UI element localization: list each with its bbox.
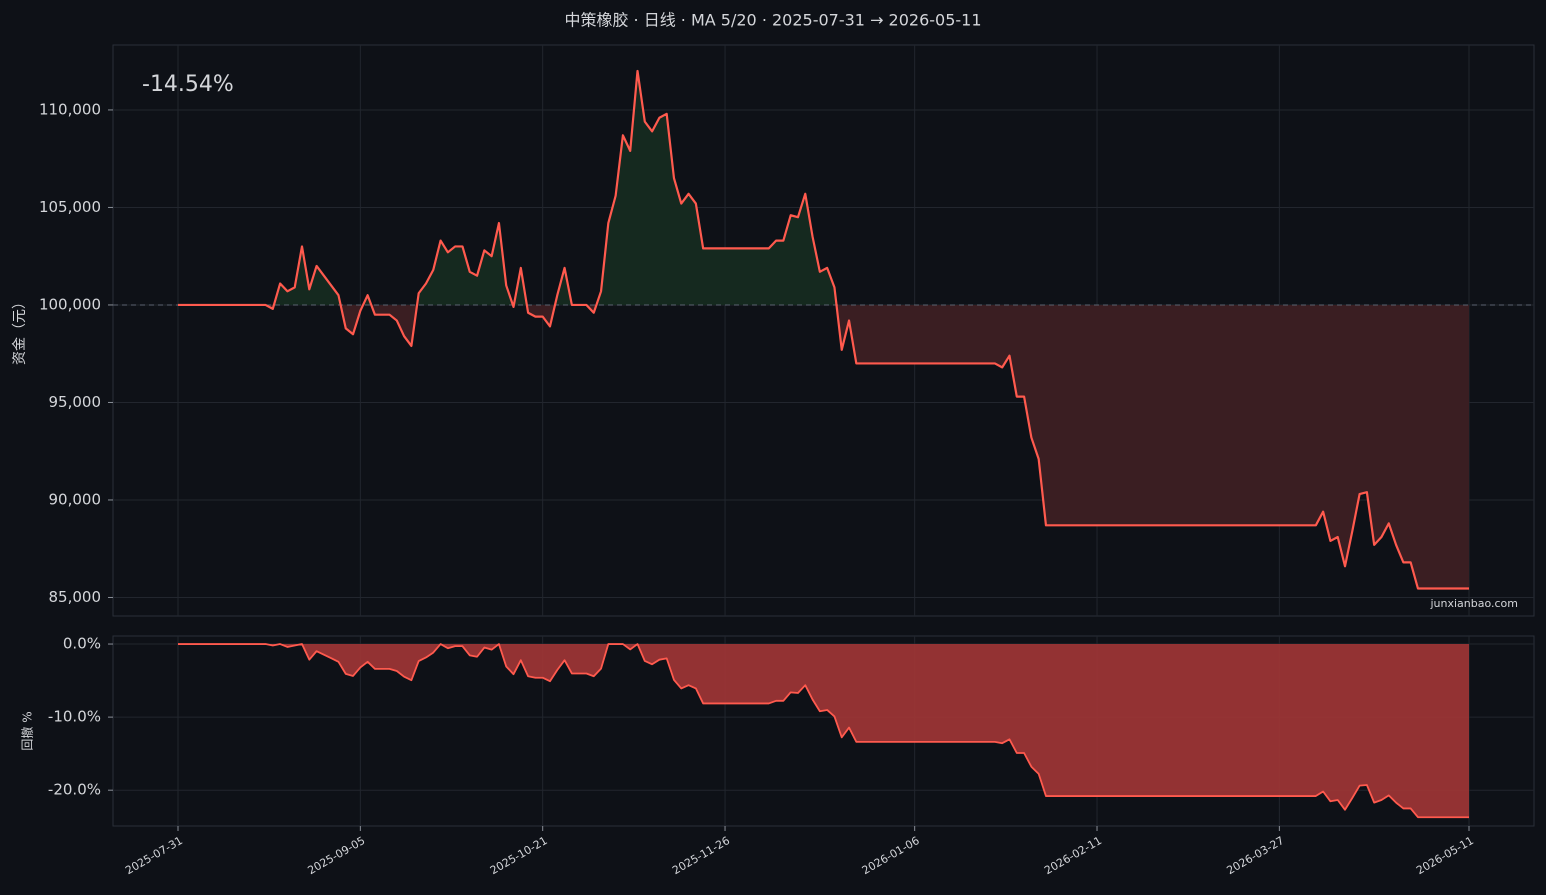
x-tick-label: 2025-07-31 xyxy=(123,834,185,877)
x-tick-label: 2026-01-06 xyxy=(860,834,922,877)
watermark: junxianbao.com xyxy=(1429,597,1518,610)
return-annotation: -14.54% xyxy=(142,72,234,97)
x-tick-label: 2025-11-26 xyxy=(670,834,732,877)
drawdown-area xyxy=(178,644,1469,818)
y-tick-label: 95,000 xyxy=(49,393,102,411)
y-tick-label: 105,000 xyxy=(39,198,101,216)
drawdown-tick-label: 0.0% xyxy=(63,635,101,653)
drawdown-tick-label: -20.0% xyxy=(48,781,101,799)
x-tick-label: 2026-02-11 xyxy=(1042,834,1104,877)
x-tick-label: 2026-03-27 xyxy=(1224,834,1286,877)
drawdown-axis-label: 回撤 % xyxy=(20,711,35,750)
x-tick-label: 2025-09-05 xyxy=(305,834,367,877)
y-axis-label: 资金（元） xyxy=(12,295,28,365)
x-tick-label: 2026-05-11 xyxy=(1414,834,1476,877)
chart-title: 中策橡胶 · 日线 · MA 5/20 · 2025-07-31 → 2026-… xyxy=(564,11,981,30)
equity-line xyxy=(178,69,1469,590)
drawdown-line xyxy=(178,643,1469,819)
y-tick-label: 85,000 xyxy=(49,588,102,606)
loss-area xyxy=(265,304,1469,589)
y-tick-label: 110,000 xyxy=(39,100,101,118)
drawdown-tick-label: -10.0% xyxy=(48,708,101,726)
y-tick-label: 90,000 xyxy=(49,490,102,508)
y-tick-label: 100,000 xyxy=(39,295,101,313)
x-tick-label: 2025-10-21 xyxy=(488,834,550,877)
